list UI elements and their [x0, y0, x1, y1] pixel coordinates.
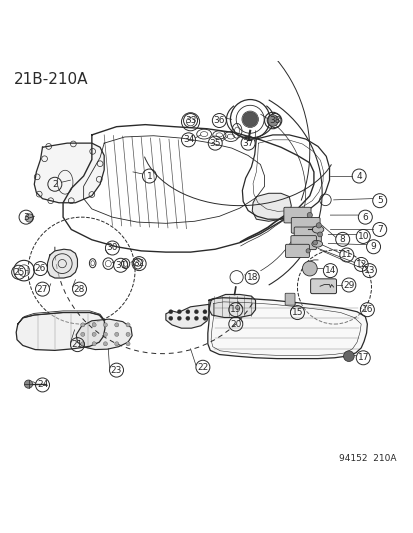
FancyBboxPatch shape — [294, 227, 320, 242]
Text: 31: 31 — [115, 261, 126, 270]
Circle shape — [194, 310, 198, 314]
FancyBboxPatch shape — [290, 236, 316, 249]
Polygon shape — [47, 249, 77, 278]
Text: 23: 23 — [111, 366, 122, 375]
Text: 19: 19 — [230, 305, 241, 314]
Polygon shape — [207, 298, 366, 359]
Text: 5: 5 — [376, 196, 382, 205]
Circle shape — [301, 261, 316, 276]
Text: 2: 2 — [52, 180, 57, 189]
Text: 16: 16 — [361, 305, 372, 314]
Text: 37: 37 — [242, 139, 253, 148]
Circle shape — [126, 342, 130, 346]
Text: 8: 8 — [339, 235, 345, 244]
Polygon shape — [209, 294, 255, 318]
Text: 18: 18 — [246, 273, 257, 282]
Text: 13: 13 — [363, 266, 374, 275]
Circle shape — [242, 112, 257, 127]
Text: 4: 4 — [356, 172, 361, 181]
Text: 34: 34 — [183, 135, 194, 144]
Circle shape — [103, 323, 107, 327]
Text: 36: 36 — [213, 116, 225, 125]
Circle shape — [169, 316, 173, 320]
Ellipse shape — [317, 232, 322, 237]
Text: 12: 12 — [355, 260, 366, 269]
Ellipse shape — [306, 213, 312, 217]
Circle shape — [185, 310, 190, 314]
Circle shape — [81, 332, 85, 336]
FancyBboxPatch shape — [283, 207, 310, 223]
Text: 9: 9 — [370, 243, 375, 251]
Ellipse shape — [311, 226, 323, 233]
Circle shape — [92, 323, 96, 327]
Polygon shape — [166, 304, 209, 328]
Text: 17: 17 — [357, 353, 368, 362]
Text: 21: 21 — [71, 340, 83, 349]
Ellipse shape — [311, 240, 322, 247]
Text: 35: 35 — [209, 139, 221, 148]
FancyBboxPatch shape — [310, 279, 336, 294]
Text: 94152  210A: 94152 210A — [338, 454, 395, 463]
Ellipse shape — [316, 223, 321, 228]
Circle shape — [177, 310, 181, 314]
Polygon shape — [76, 319, 132, 350]
Circle shape — [92, 332, 96, 336]
Polygon shape — [252, 193, 291, 221]
Text: 27: 27 — [37, 285, 48, 294]
Circle shape — [81, 323, 85, 327]
FancyBboxPatch shape — [285, 244, 309, 257]
Ellipse shape — [305, 249, 310, 253]
Circle shape — [177, 316, 181, 320]
Text: 29: 29 — [342, 280, 354, 289]
Circle shape — [114, 332, 119, 336]
Ellipse shape — [312, 240, 317, 245]
Text: 7: 7 — [376, 225, 382, 234]
FancyBboxPatch shape — [291, 217, 319, 233]
Text: 28: 28 — [74, 285, 85, 294]
Text: 21B-210A: 21B-210A — [14, 72, 88, 87]
Circle shape — [114, 323, 119, 327]
Circle shape — [92, 342, 96, 346]
Text: 3: 3 — [23, 213, 29, 222]
Circle shape — [202, 316, 206, 320]
Text: 14: 14 — [324, 266, 335, 275]
Text: 10: 10 — [357, 232, 368, 241]
Circle shape — [194, 316, 198, 320]
Text: 24: 24 — [37, 381, 48, 390]
Circle shape — [202, 310, 206, 314]
Text: 30: 30 — [107, 244, 118, 253]
Circle shape — [185, 316, 190, 320]
Circle shape — [126, 332, 130, 336]
Text: 15: 15 — [291, 308, 302, 317]
Text: 26: 26 — [35, 264, 46, 273]
Circle shape — [81, 342, 85, 346]
Circle shape — [25, 214, 33, 222]
Polygon shape — [16, 312, 105, 350]
Text: 25: 25 — [13, 268, 24, 277]
Text: 11: 11 — [340, 251, 352, 260]
Text: 22: 22 — [197, 363, 208, 372]
Ellipse shape — [266, 115, 278, 126]
Circle shape — [103, 332, 107, 336]
Text: 38: 38 — [268, 116, 280, 125]
Circle shape — [126, 323, 130, 327]
Text: 32: 32 — [133, 259, 145, 268]
Circle shape — [169, 310, 173, 314]
Text: 6: 6 — [361, 213, 367, 222]
Circle shape — [103, 342, 107, 346]
Text: 20: 20 — [230, 320, 241, 328]
Circle shape — [343, 351, 354, 361]
Text: 1: 1 — [146, 172, 152, 181]
FancyBboxPatch shape — [285, 293, 294, 305]
Circle shape — [24, 380, 33, 388]
Polygon shape — [34, 143, 104, 203]
Text: 33: 33 — [184, 116, 196, 125]
Circle shape — [114, 342, 119, 346]
